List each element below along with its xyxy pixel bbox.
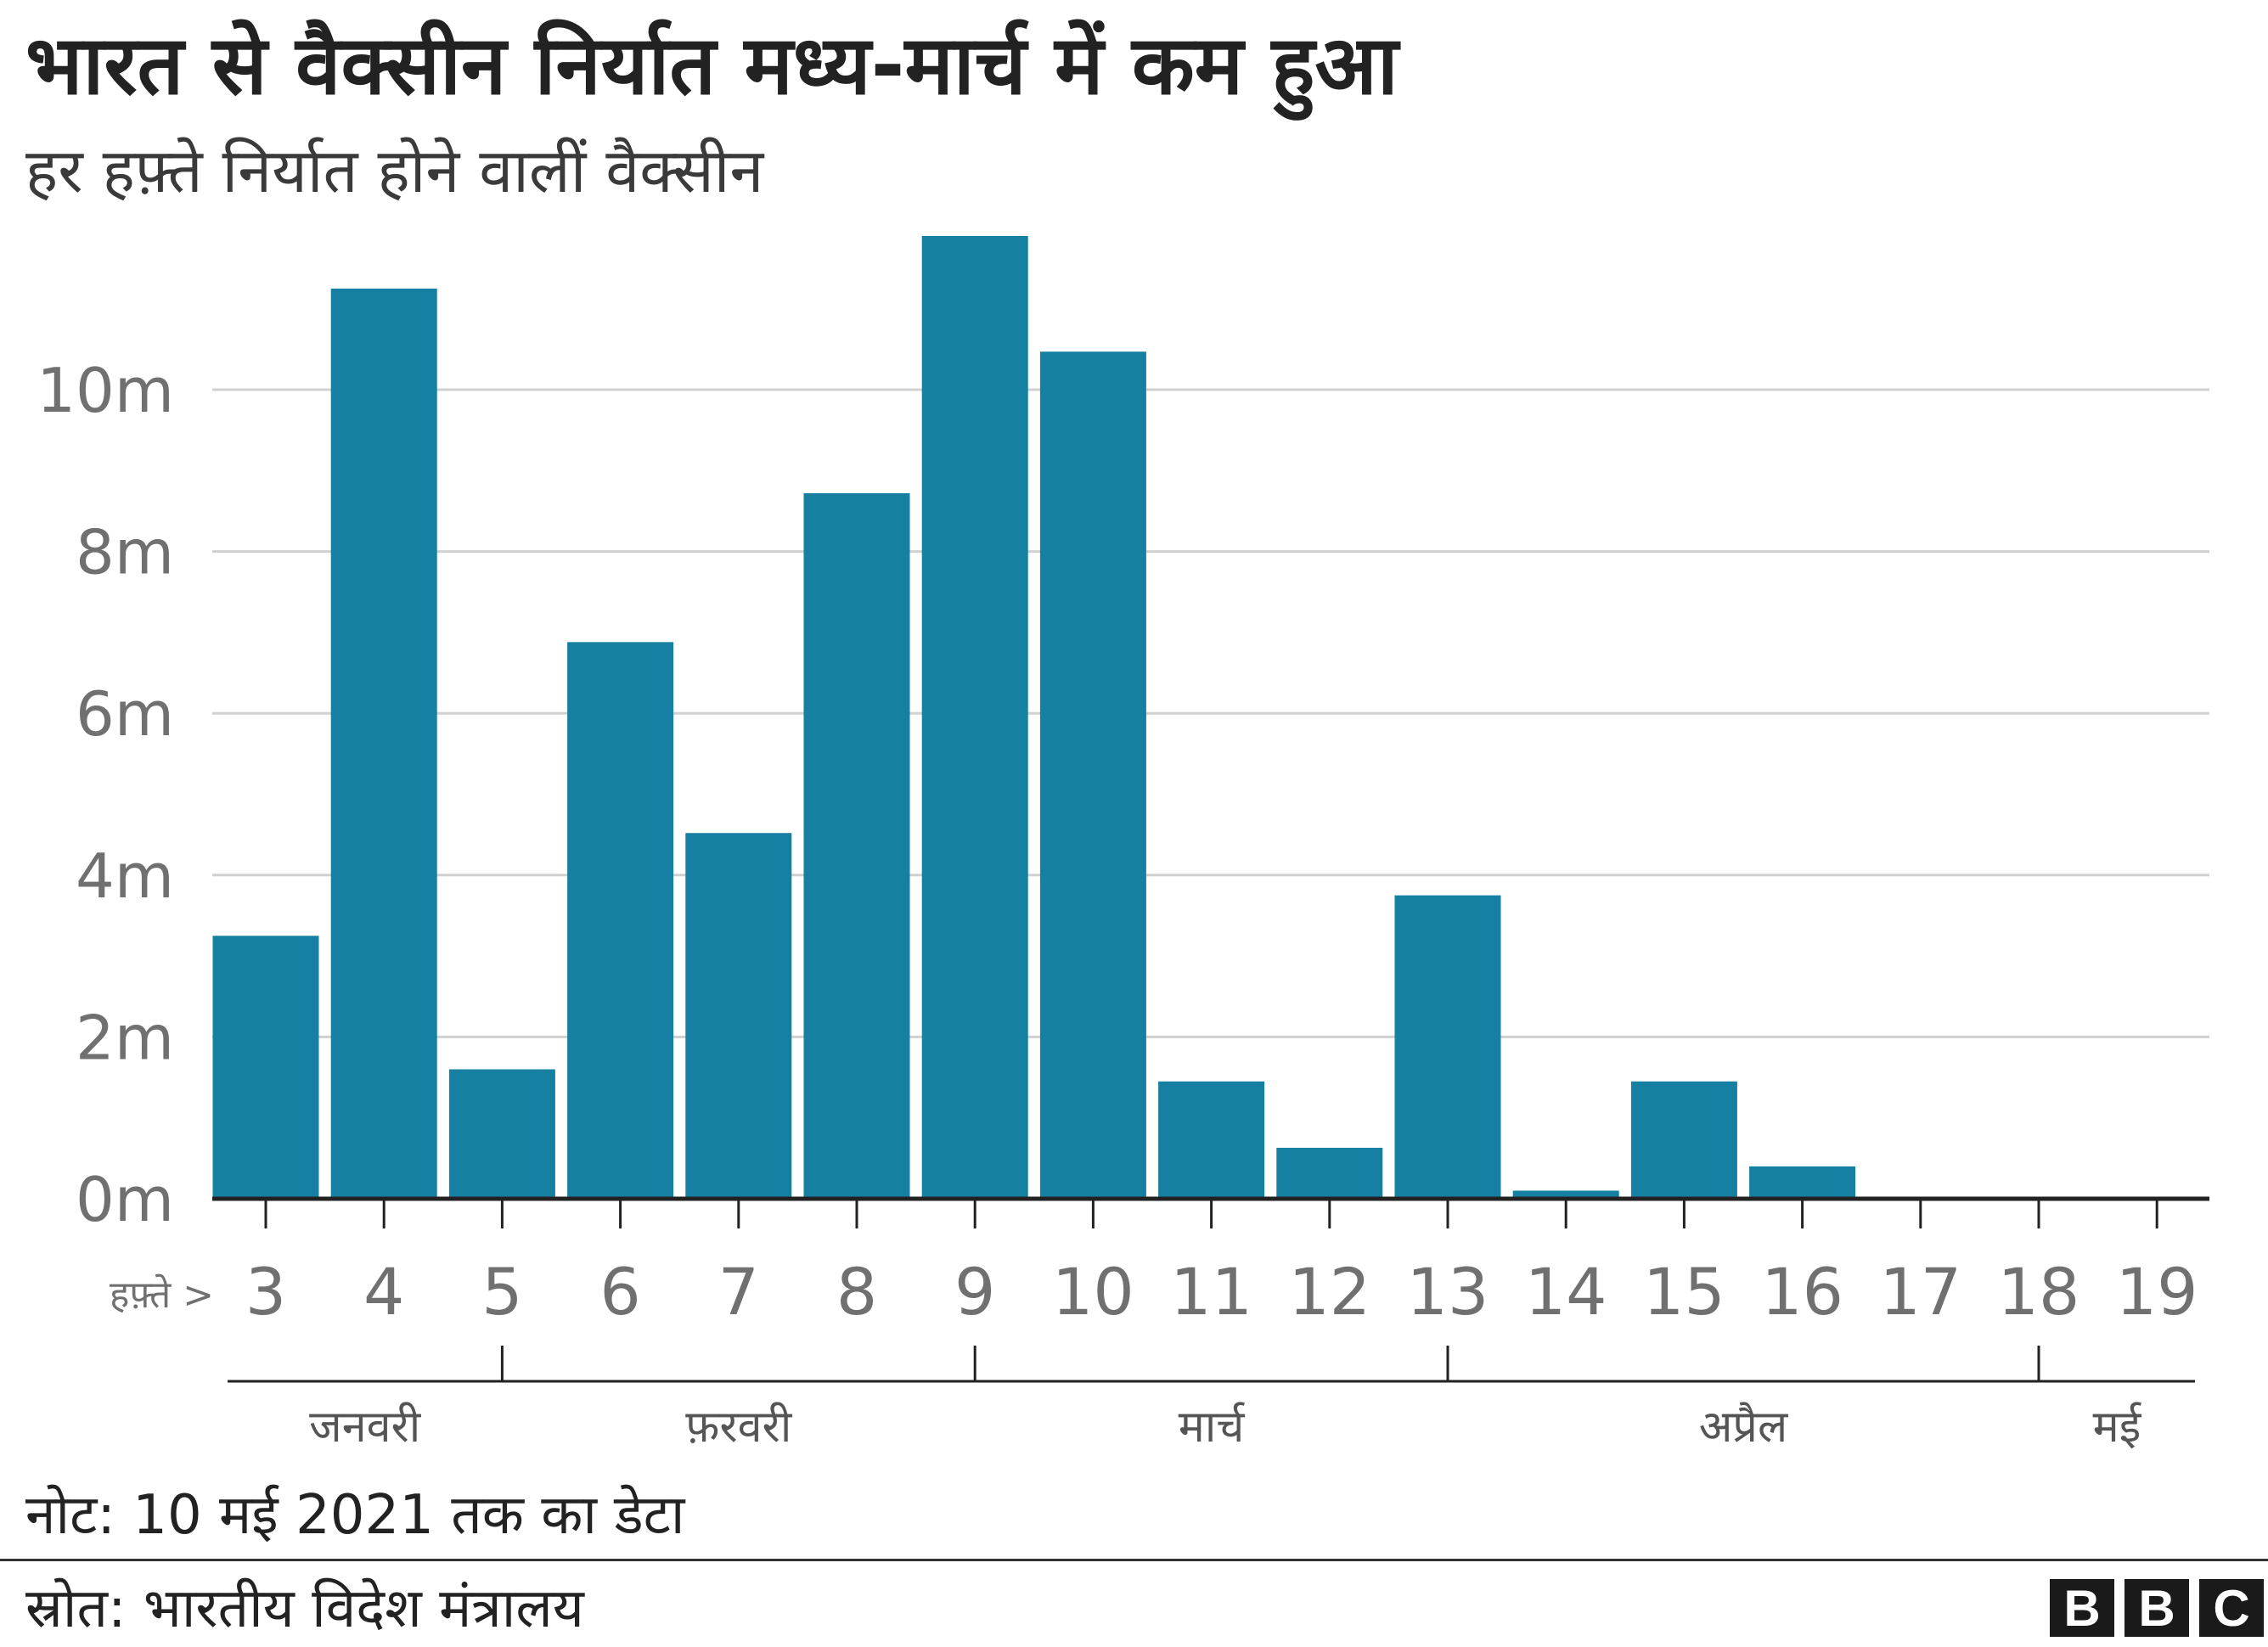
y-tick-label: 4m xyxy=(76,840,174,912)
x-tick-label: 10 xyxy=(1052,1254,1134,1329)
x-tick-label: 19 xyxy=(2116,1254,2198,1329)
bbc-logo-letter: B xyxy=(2050,1579,2114,1637)
month-label: मार्च xyxy=(1179,1402,1246,1453)
bar xyxy=(1039,351,1146,1200)
bar xyxy=(1276,1147,1383,1199)
y-tick-label: 2m xyxy=(76,1002,174,1073)
x-tick-label: 8 xyxy=(836,1254,877,1329)
chart-subtitle: हर हफ़्ते निर्यात होने वालीं वैक्सीन xyxy=(25,135,764,206)
chart-title: भारत से वैक्सीन निर्यात मध्य-मार्च में क… xyxy=(25,18,1399,113)
bar xyxy=(685,833,792,1199)
x-tick-label: 3 xyxy=(245,1254,286,1329)
x-tick-label: 18 xyxy=(1998,1254,2080,1329)
x-tick-label: 11 xyxy=(1170,1254,1252,1329)
bar xyxy=(1394,895,1501,1199)
month-label: मई xyxy=(2093,1402,2142,1453)
x-tick-label: 17 xyxy=(1879,1254,1961,1329)
x-tick-label: 9 xyxy=(954,1254,995,1329)
y-tick-label: 0m xyxy=(76,1164,174,1235)
y-tick-label: 6m xyxy=(76,678,174,750)
bbc-logo-letter: C xyxy=(2199,1579,2264,1637)
bbc-logo: B B C xyxy=(2050,1579,2264,1637)
bar xyxy=(1630,1081,1737,1199)
bar-chart: 0m 2m 4m 6m 8m 10m 3 4 5 6 7 8 9 10 11 12 13 14 15 16 17 18 19… xyxy=(37,235,2209,1453)
month-label: जनवरी xyxy=(309,1402,422,1453)
x-tick-label: 12 xyxy=(1288,1254,1370,1329)
x-tick-label: 7 xyxy=(718,1254,759,1329)
source-credit: स्रोत: भारतीय विदेश मंत्रालय xyxy=(25,1577,584,1640)
bar xyxy=(803,492,910,1199)
footnote: नोट: 10 मई 2021 तक का डेटा xyxy=(25,1484,685,1547)
x-tick-label: 14 xyxy=(1525,1254,1607,1329)
y-tick-label: 8m xyxy=(76,517,174,588)
bar xyxy=(567,642,674,1199)
month-label: अप्रैल xyxy=(1699,1402,1788,1453)
bar xyxy=(1749,1166,1856,1199)
y-tick-label: 10m xyxy=(37,355,174,426)
bar xyxy=(921,235,1028,1200)
bar xyxy=(212,936,319,1199)
bar xyxy=(330,288,437,1199)
x-tick-label: 5 xyxy=(481,1254,522,1329)
footer-divider xyxy=(0,1559,2268,1561)
x-tick-label: 6 xyxy=(599,1254,640,1329)
x-tick-label: 4 xyxy=(363,1254,404,1329)
x-axis-prefix: हफ़्ते > xyxy=(110,1273,214,1317)
x-tick-label: 15 xyxy=(1643,1254,1725,1329)
month-label: फ़रवरी xyxy=(685,1402,793,1453)
x-tick-label: 16 xyxy=(1761,1254,1843,1329)
x-tick-label: 13 xyxy=(1407,1254,1489,1329)
bar xyxy=(448,1069,555,1199)
bar xyxy=(1512,1190,1619,1199)
bar xyxy=(1158,1081,1265,1199)
bbc-logo-letter: B xyxy=(2124,1579,2189,1637)
